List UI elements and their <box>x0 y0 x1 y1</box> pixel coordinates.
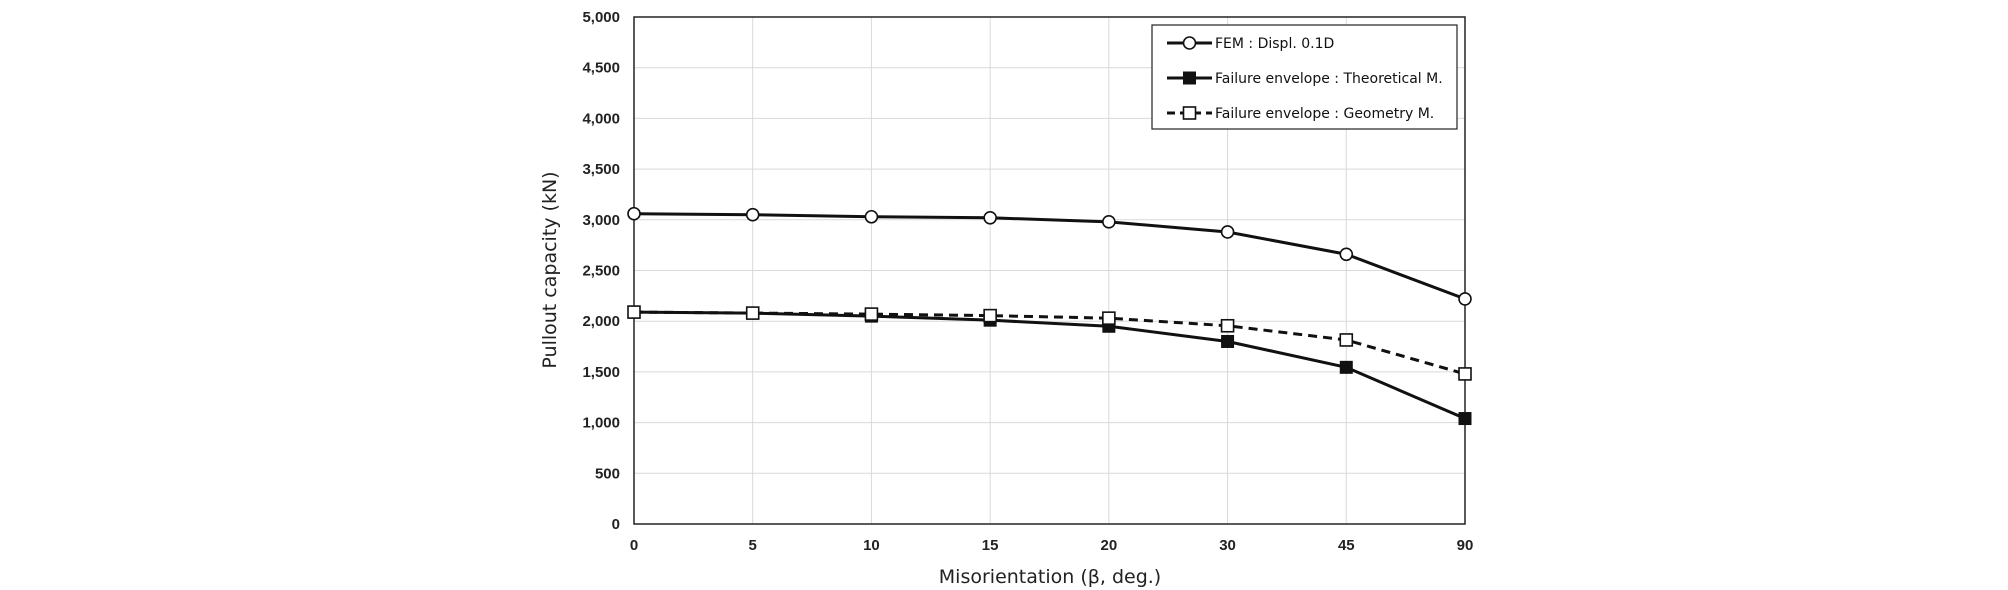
series-1-point <box>864 209 879 224</box>
legend-marker <box>1183 71 1196 85</box>
legend-label: Failure envelope : Geometry M. <box>1215 106 1434 122</box>
series-3-line <box>633 310 1466 376</box>
y-tick-label: 4,000 <box>582 110 620 127</box>
series-1-point <box>1102 215 1116 229</box>
x-axis-title: Misorientation (β, deg.) <box>939 566 1161 588</box>
series-2-point <box>1221 334 1235 348</box>
x-tick-label: 20 <box>1101 537 1118 554</box>
x-tick-label: 45 <box>1338 537 1355 554</box>
x-tick-label: 30 <box>1219 537 1236 554</box>
x-tick-label: 15 <box>982 537 999 554</box>
y-tick-label: 2,000 <box>582 313 620 330</box>
y-tick-label: 3,000 <box>582 212 620 229</box>
series-1-point <box>983 210 997 225</box>
y-tick-label: 1,000 <box>582 415 620 432</box>
y-tick-label: 5,000 <box>582 9 620 26</box>
legend-entry: Failure envelope : Geometry M. <box>1167 106 1434 122</box>
series-1-point <box>745 207 760 222</box>
series-1-point <box>1220 225 1235 239</box>
x-tick-label: 10 <box>863 537 880 554</box>
series-1-point <box>627 206 641 221</box>
legend-marker <box>1182 106 1197 120</box>
series-1 <box>627 206 1472 306</box>
legend-items: FEM : Displ. 0.1D Failure envelope : Theo… <box>1167 36 1443 122</box>
y-tick-label: 2,500 <box>582 263 620 280</box>
y-tick-label: 4,500 <box>582 60 620 77</box>
legend-label: Failure envelope : Theoretical M. <box>1215 71 1443 87</box>
legend-entry: FEM : Displ. 0.1D <box>1167 36 1334 52</box>
y-tick-label: 1,500 <box>582 364 620 381</box>
series-3-point <box>745 306 760 320</box>
y-tick-label: 0 <box>612 516 620 533</box>
y-axis-title: Pullout capacity (kN) <box>539 171 561 368</box>
series-3-point <box>1220 318 1235 333</box>
series-1-point <box>1458 292 1472 306</box>
series-1-line <box>633 212 1466 301</box>
series-3-point <box>1339 333 1354 347</box>
legend-label: FEM : Displ. 0.1D <box>1215 36 1334 52</box>
legend: FEM : Displ. 0.1D Failure envelope : Theo… <box>1151 24 1458 130</box>
y-tick-label: 3,500 <box>582 161 620 178</box>
plot-area-frame <box>633 16 1466 525</box>
series-layer <box>627 206 1472 426</box>
series-2-point <box>1458 412 1472 426</box>
series-2 <box>627 305 1472 426</box>
y-tick-label: 500 <box>595 465 620 482</box>
x-tick-label: 5 <box>749 537 757 554</box>
legend-entry: Failure envelope : Theoretical M. <box>1167 71 1443 87</box>
x-tick-label: 90 <box>1457 537 1474 554</box>
series-3-point <box>864 307 879 321</box>
series-3-point <box>1102 311 1116 325</box>
series-2-point <box>1339 360 1353 374</box>
x-tick-label: 0 <box>630 537 638 554</box>
series-1-point <box>1339 247 1354 262</box>
series-3-point <box>1458 367 1472 381</box>
series-3-point <box>627 305 641 319</box>
axis-ticks: 0 500 1,000 1,500 2,000 2,500 3,000 3,500 4,000 4… <box>582 9 1473 554</box>
legend-marker <box>1182 36 1197 50</box>
series-3-point <box>983 308 997 323</box>
series-3 <box>627 305 1472 381</box>
